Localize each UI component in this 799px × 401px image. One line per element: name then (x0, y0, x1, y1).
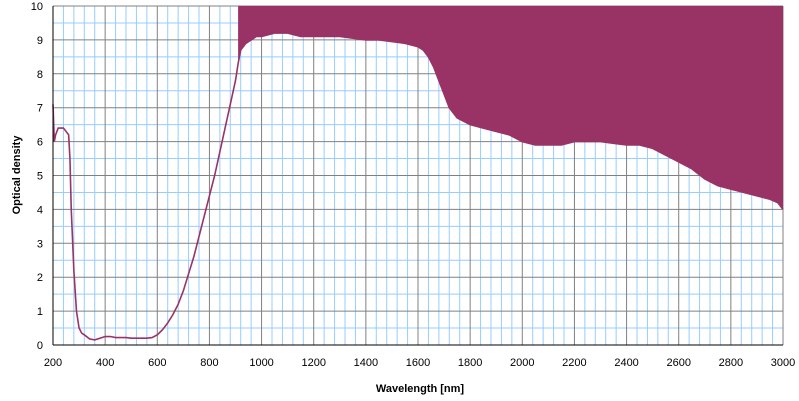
y-tick-label: 2 (37, 272, 43, 284)
y-axis-title: Optical density (11, 135, 23, 215)
series-area (52, 6, 784, 341)
x-tick-label: 800 (200, 357, 218, 369)
x-axis-title: Wavelength [nm] (376, 383, 465, 395)
y-tick-labels: 0 1 2 3 4 5 6 7 8 9 10 (31, 1, 43, 352)
x-tick-label: 1600 (406, 357, 430, 369)
y-tick-label: 7 (37, 103, 43, 115)
x-tick-label: 600 (148, 357, 166, 369)
y-tick-label: 10 (31, 1, 43, 13)
x-tick-label: 200 (44, 357, 62, 369)
y-tick-label: 8 (37, 69, 43, 81)
x-tick-label: 1800 (458, 357, 482, 369)
x-tick-label: 2400 (614, 357, 638, 369)
y-tick-label: 3 (37, 238, 43, 250)
y-tick-label: 5 (37, 171, 43, 183)
y-tick-label: 4 (37, 204, 43, 216)
axes (52, 6, 783, 346)
x-tick-labels: 200 400 600 800 1000 1200 1400 1600 1800 2000 2200… (44, 357, 795, 369)
y-tick-label: 9 (37, 35, 43, 47)
x-tick-label: 2600 (666, 357, 690, 369)
saturated-noise-fill (238, 6, 783, 210)
y-tick-label: 1 (37, 306, 43, 318)
x-tick-label: 2800 (719, 357, 743, 369)
series-line (52, 32, 784, 341)
y-tick-label: 0 (37, 340, 43, 352)
x-tick-label: 1000 (249, 357, 273, 369)
y-tick-label: 6 (37, 137, 43, 149)
x-tick-label: 1200 (301, 357, 325, 369)
x-tick-label: 400 (96, 357, 114, 369)
x-tick-label: 1400 (354, 357, 378, 369)
x-tick-label: 2000 (510, 357, 534, 369)
x-tick-label: 2200 (562, 357, 586, 369)
x-tick-label: 3000 (771, 357, 795, 369)
